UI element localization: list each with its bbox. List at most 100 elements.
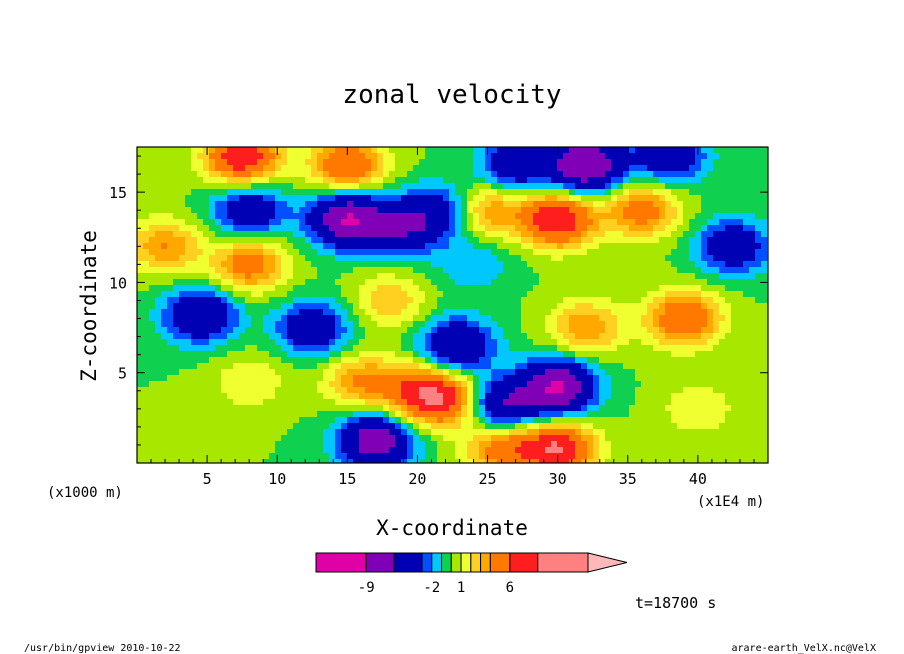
field-cell	[323, 243, 330, 250]
field-cell	[689, 171, 696, 178]
field-cell	[257, 285, 264, 292]
field-cell	[467, 225, 474, 232]
field-cell	[611, 309, 618, 316]
field-cell	[449, 309, 456, 316]
field-cell	[623, 243, 630, 250]
field-cell	[635, 435, 642, 442]
field-cell	[641, 273, 648, 280]
field-cell	[215, 459, 222, 463]
field-cell	[617, 411, 624, 418]
field-cell	[311, 417, 318, 424]
field-cell	[185, 237, 192, 244]
field-cell	[587, 405, 594, 412]
field-cell	[263, 183, 270, 190]
field-cell	[437, 423, 444, 430]
field-cell	[167, 177, 174, 184]
field-cell	[251, 207, 258, 214]
field-cell	[635, 447, 642, 454]
field-cell	[473, 417, 480, 424]
field-cell	[551, 207, 558, 214]
field-cell	[287, 393, 294, 400]
field-cell	[269, 219, 276, 226]
field-cell	[515, 213, 522, 220]
field-cell	[323, 333, 330, 340]
field-cell	[683, 441, 690, 448]
field-cell	[587, 285, 594, 292]
field-cell	[269, 315, 276, 322]
field-cell	[269, 213, 276, 220]
field-cell	[155, 309, 162, 316]
field-cell	[545, 429, 552, 436]
field-cell	[443, 369, 450, 376]
field-cell	[155, 369, 162, 376]
field-cell	[647, 447, 654, 454]
field-cell	[635, 351, 642, 358]
field-cell	[239, 267, 246, 274]
field-cell	[323, 177, 330, 184]
field-cell	[611, 231, 618, 238]
field-cell	[581, 345, 588, 352]
field-cell	[461, 225, 468, 232]
field-cell	[497, 303, 504, 310]
field-cell	[605, 333, 612, 340]
field-cell	[173, 171, 180, 178]
field-cell	[167, 315, 174, 322]
field-cell	[191, 201, 198, 208]
field-cell	[497, 351, 504, 358]
field-cell	[329, 279, 336, 286]
field-cell	[389, 183, 396, 190]
field-cell	[695, 279, 702, 286]
field-cell	[149, 153, 156, 160]
field-cell	[587, 261, 594, 268]
field-cell	[323, 339, 330, 346]
field-cell	[359, 405, 366, 412]
field-cell	[293, 387, 300, 394]
field-cell	[197, 315, 204, 322]
field-cell	[473, 189, 480, 196]
field-cell	[185, 177, 192, 184]
field-cell	[479, 429, 486, 436]
field-cell	[419, 255, 426, 262]
field-cell	[617, 261, 624, 268]
field-cell	[461, 207, 468, 214]
field-cell	[479, 297, 486, 304]
field-cell	[197, 267, 204, 274]
field-cell	[509, 153, 516, 160]
field-cell	[311, 333, 318, 340]
field-cell	[413, 219, 420, 226]
field-cell	[329, 333, 336, 340]
field-cell	[377, 435, 384, 442]
field-cell	[599, 327, 606, 334]
field-cell	[665, 267, 672, 274]
field-cell	[659, 225, 666, 232]
field-cell	[623, 363, 630, 370]
field-cell	[155, 393, 162, 400]
field-cell	[191, 267, 198, 274]
field-cell	[515, 225, 522, 232]
field-cell	[323, 171, 330, 178]
field-cell	[323, 435, 330, 442]
field-cell	[593, 339, 600, 346]
field-cell	[461, 411, 468, 418]
field-cell	[245, 183, 252, 190]
field-cell	[527, 417, 534, 424]
field-cell	[443, 453, 450, 460]
field-cell	[599, 363, 606, 370]
field-cell	[515, 435, 522, 442]
field-cell	[527, 261, 534, 268]
field-cell	[551, 243, 558, 250]
field-cell	[689, 345, 696, 352]
field-cell	[263, 399, 270, 406]
field-cell	[209, 201, 216, 208]
field-cell	[281, 195, 288, 202]
field-cell	[695, 405, 702, 412]
field-cell	[581, 249, 588, 256]
field-cell	[485, 363, 492, 370]
field-cell	[137, 441, 144, 448]
field-cell	[383, 255, 390, 262]
field-cell	[521, 381, 528, 388]
field-cell	[275, 441, 282, 448]
field-cell	[257, 171, 264, 178]
field-cell	[641, 387, 648, 394]
field-cell	[515, 453, 522, 460]
